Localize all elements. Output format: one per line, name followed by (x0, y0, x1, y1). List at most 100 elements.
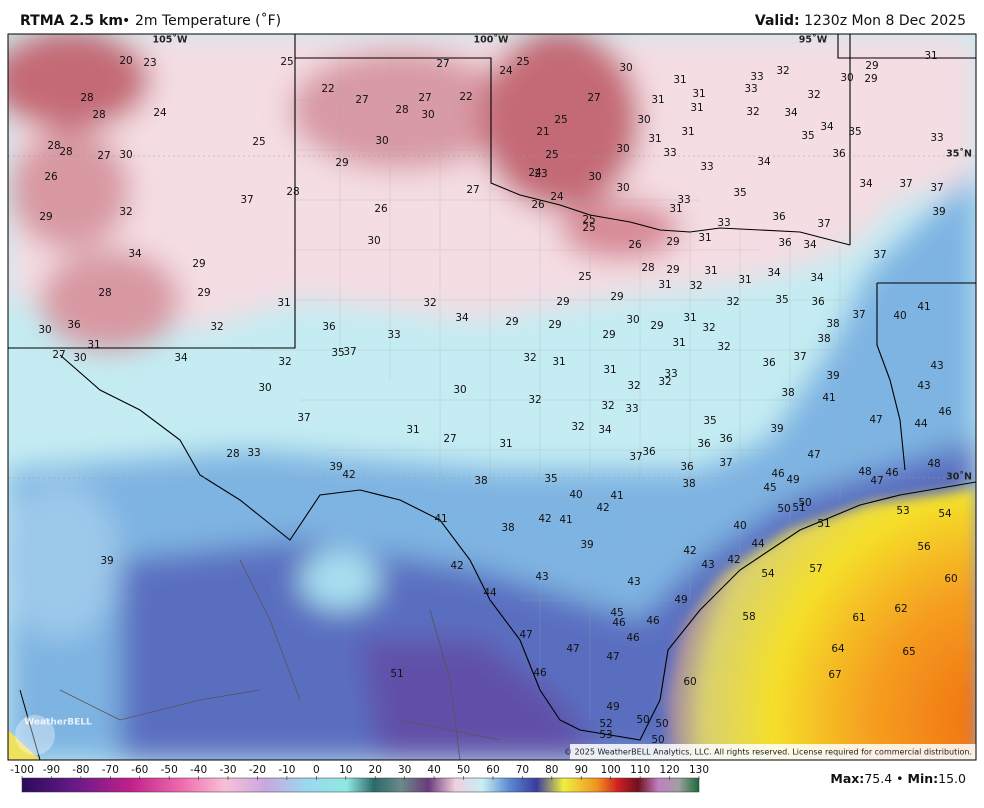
station-value: 26 (374, 203, 388, 215)
station-value: 34 (757, 156, 771, 168)
station-value: 47 (606, 651, 619, 663)
station-value: 31 (277, 297, 290, 309)
station-value: 28 (641, 262, 654, 274)
station-value: 28 (98, 287, 111, 299)
station-value: 43 (917, 380, 930, 392)
station-value: 33 (717, 217, 730, 229)
station-value: 20 (119, 55, 132, 67)
colorbar-tick-label: 50 (457, 764, 470, 776)
station-value: 58 (742, 611, 755, 623)
station-value: 41 (434, 513, 447, 525)
valid-text: Valid: 1230z Mon 8 Dec 2025 (755, 13, 966, 29)
station-value: 62 (894, 603, 907, 615)
station-value: 24 (153, 107, 167, 119)
station-value: 29 (865, 60, 878, 72)
station-value: 27 (443, 433, 456, 445)
station-value: 50 (636, 714, 649, 726)
station-value: 41 (822, 392, 835, 404)
station-value: 27 (355, 94, 368, 106)
station-value: 29 (666, 236, 679, 248)
colorbar-tick-label: 40 (427, 764, 440, 776)
station-value: 31 (651, 94, 664, 106)
station-value: 41 (917, 301, 930, 313)
station-value: 36 (322, 321, 336, 333)
station-value: 60 (683, 676, 696, 688)
station-value: 34 (820, 121, 834, 133)
station-value: 30 (367, 235, 380, 247)
station-value: 37 (343, 346, 356, 358)
station-value: 39 (770, 423, 783, 435)
station-value: 28 (80, 92, 93, 104)
longitude-label: 105˚W (152, 35, 188, 46)
station-value: 41 (610, 490, 623, 502)
station-value: 53 (896, 505, 909, 517)
station-value: 34 (803, 239, 817, 251)
station-value: 29 (192, 258, 205, 270)
station-value: 32 (689, 280, 702, 292)
station-value: 31 (924, 50, 937, 62)
station-value: 42 (683, 545, 696, 557)
station-value: 32 (702, 322, 715, 334)
station-value: 31 (672, 337, 685, 349)
station-value: 36 (778, 237, 792, 249)
station-value: 26 (628, 239, 642, 251)
station-value: 50 (777, 503, 790, 515)
station-value: 29 (197, 287, 210, 299)
colorbar-tick-label: -80 (72, 764, 89, 776)
colorbar (21, 777, 700, 793)
station-value: 46 (938, 406, 952, 418)
header-title: RTMA 2.5 km (20, 13, 123, 29)
station-value: 49 (786, 474, 799, 486)
station-value: 34 (174, 352, 188, 364)
logo: WeatherBELL (24, 718, 92, 728)
station-value: 32 (423, 297, 436, 309)
station-value: 40 (733, 520, 746, 532)
station-value: 38 (501, 522, 514, 534)
station-value: 33 (247, 447, 260, 459)
station-value: 36 (719, 433, 733, 445)
station-value: 35 (331, 347, 344, 359)
station-value: 38 (781, 387, 794, 399)
map: 105˚W 100˚W 95˚W 35˚N 30˚N WeatherBELL 2… (8, 34, 976, 760)
station-value: 27 (587, 92, 600, 104)
station-value: 28 (92, 109, 105, 121)
station-value: 57 (809, 563, 822, 575)
station-value: 36 (832, 148, 846, 160)
station-value: 25 (516, 56, 529, 68)
station-value: 28 (47, 140, 60, 152)
station-value: 33 (750, 71, 763, 83)
station-value: 25 (582, 222, 595, 234)
station-value: 31 (673, 74, 686, 86)
station-value: 42 (342, 469, 355, 481)
colorbar-tick-label: 70 (516, 764, 529, 776)
station-value: 27 (52, 349, 65, 361)
station-value: 46 (885, 467, 899, 479)
station-value: 64 (831, 643, 845, 655)
station-value: 31 (669, 203, 682, 215)
colorbar-tick-label: -90 (43, 764, 60, 776)
colorbar-tick-label: -100 (10, 764, 34, 776)
station-value: 48 (858, 466, 871, 478)
station-value: 30 (619, 62, 632, 74)
station-value: 31 (603, 364, 616, 376)
colorbar-tick-label: 60 (486, 764, 499, 776)
latitude-label: 30˚N (946, 472, 972, 483)
station-value: 37 (240, 194, 253, 206)
station-value: 36 (811, 296, 825, 308)
station-value: 30 (258, 382, 271, 394)
station-value: 32 (658, 376, 671, 388)
max-min: Max:75.4 • Min:15.0 (830, 771, 966, 786)
colorbar-tick-label: -50 (161, 764, 178, 776)
station-value: 42 (450, 560, 463, 572)
station-value: 28 (226, 448, 239, 460)
station-value: 31 (552, 356, 565, 368)
max-value: 75.4 (864, 771, 892, 786)
station-value: 32 (717, 341, 730, 353)
station-value: 30 (616, 182, 629, 194)
colorbar-tick-label: -60 (131, 764, 148, 776)
station-value: 29 (864, 73, 877, 85)
station-value: 34 (784, 107, 798, 119)
station-value: 25 (582, 214, 595, 226)
